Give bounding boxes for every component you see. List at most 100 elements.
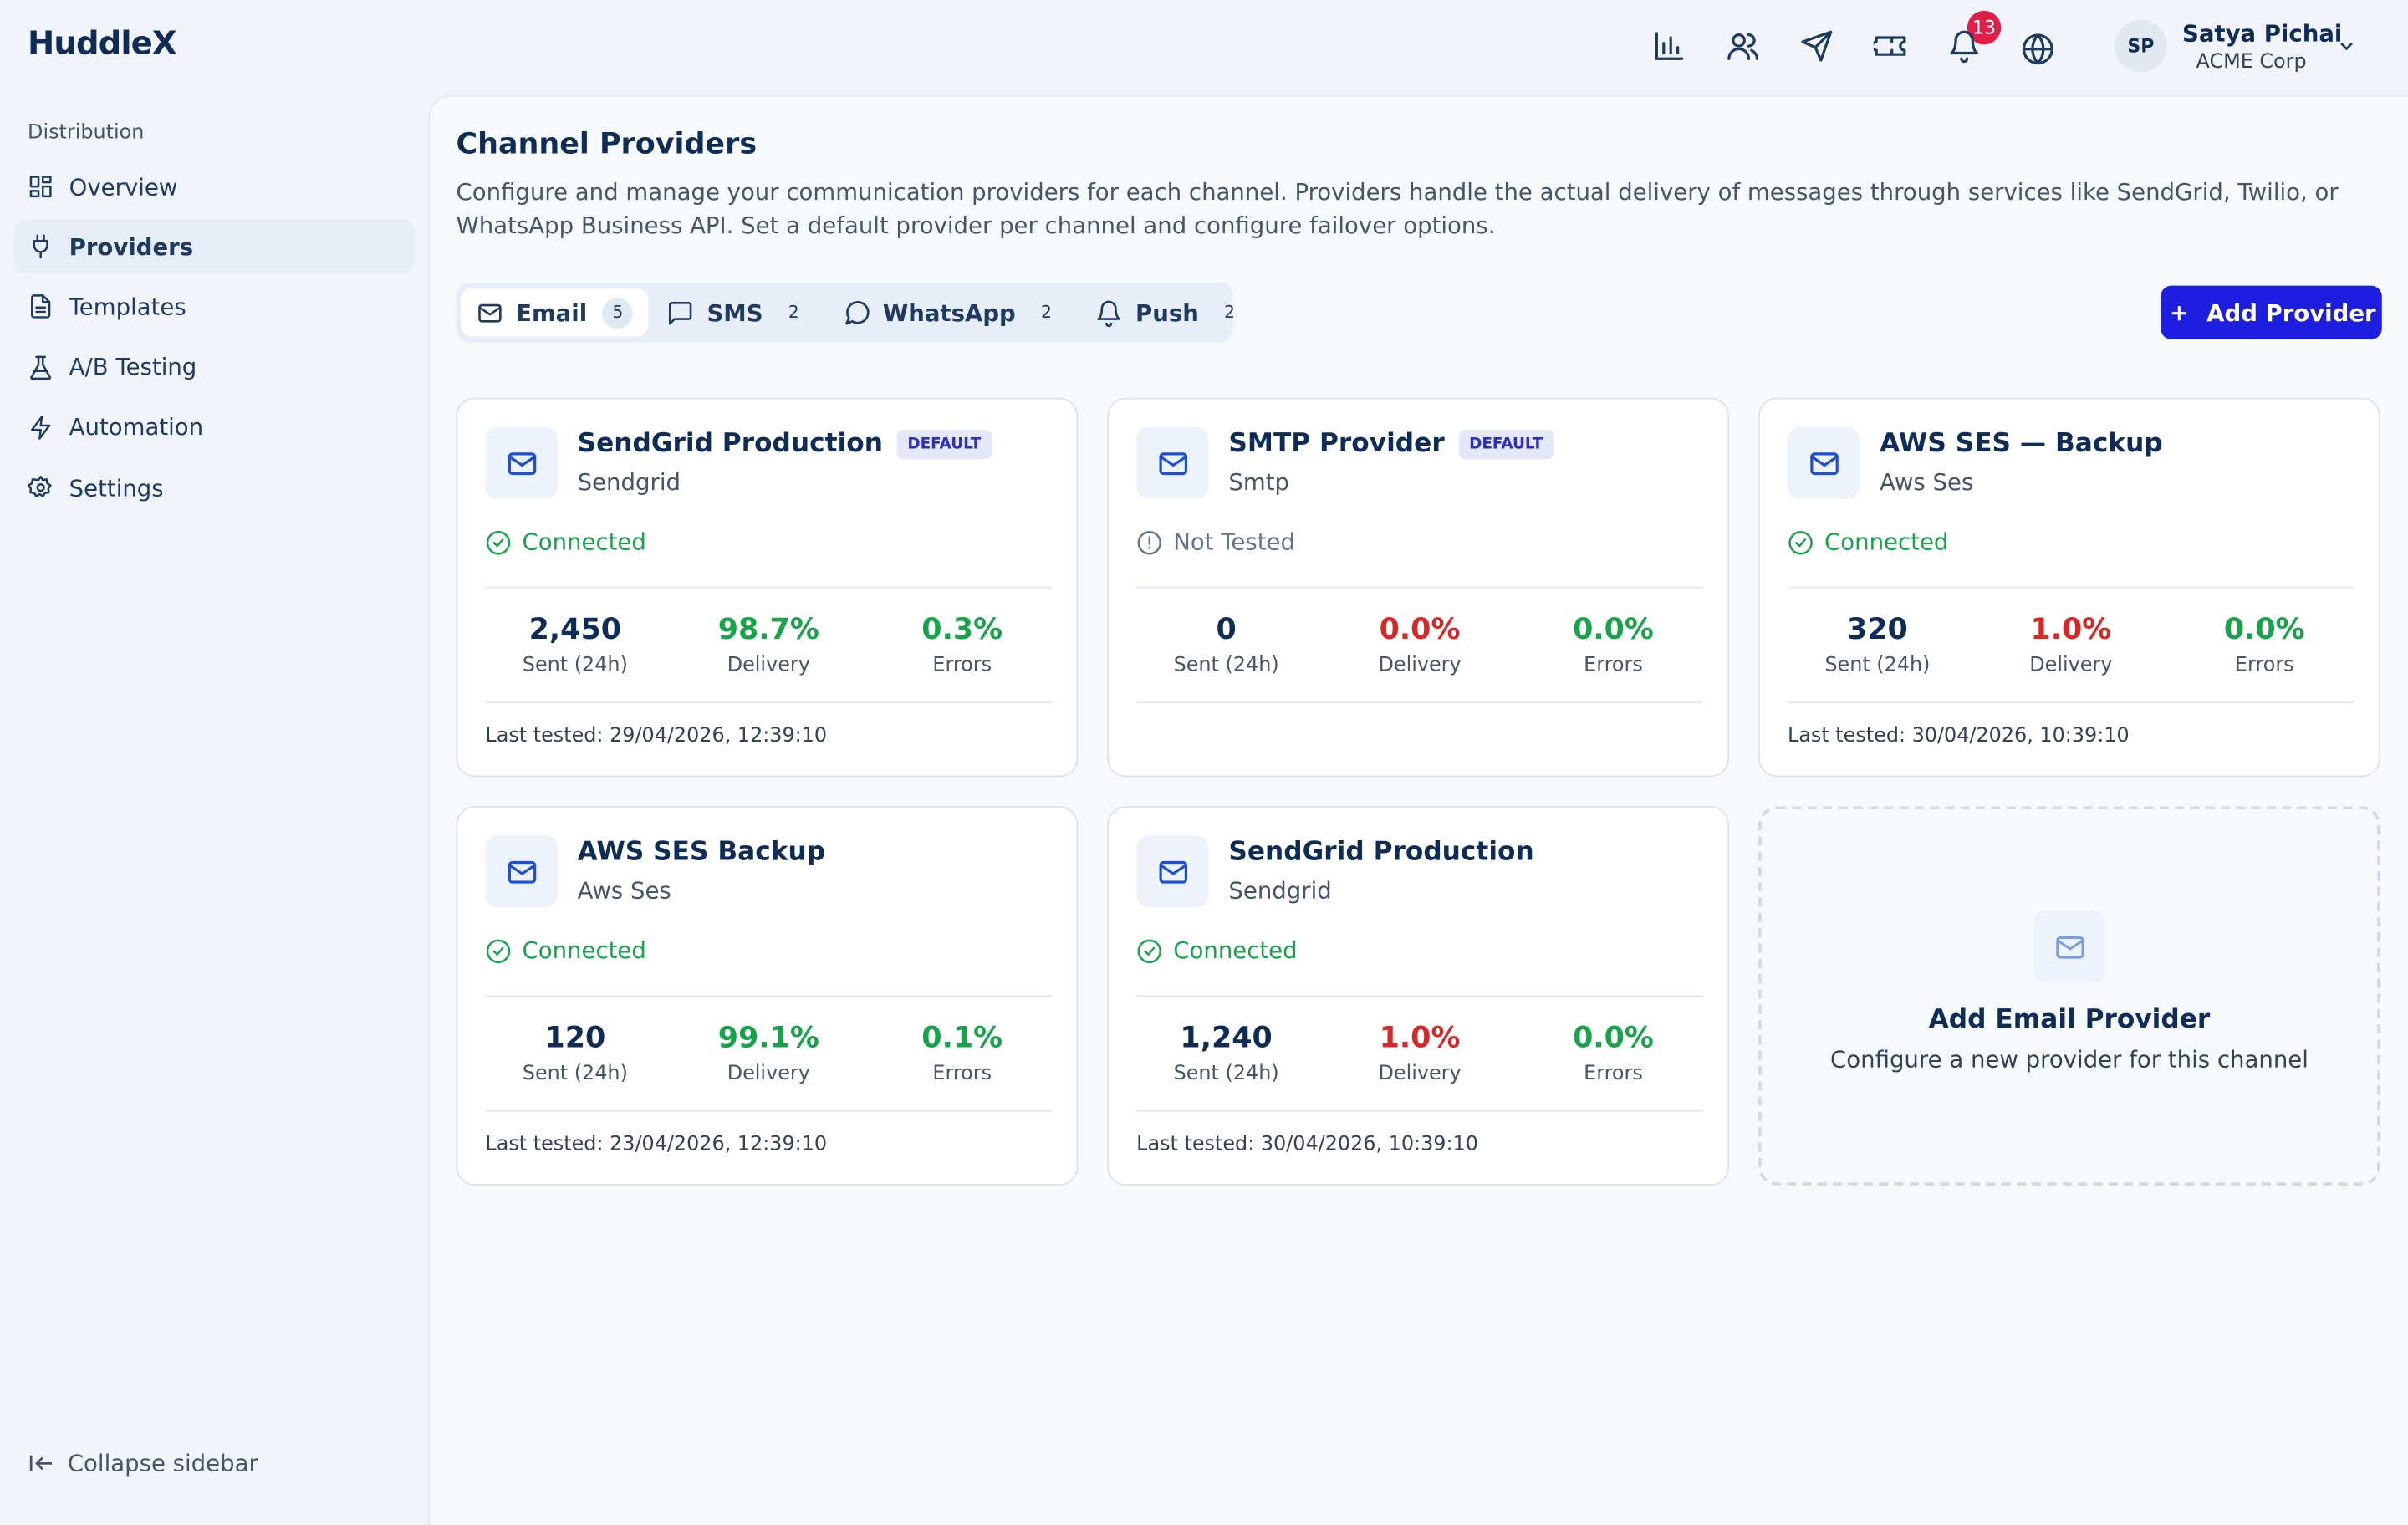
nav-label: Templates (69, 293, 186, 321)
last-tested: Last tested: 30/04/2026, 10:39:10 (1136, 1133, 1478, 1157)
divider (1136, 701, 1703, 704)
provider-kind: Aws Ses (1880, 468, 1974, 497)
header-icon (1655, 32, 1684, 60)
stat: 1,240 Sent (24h) (1132, 1021, 1321, 1085)
add-provider-button[interactable]: Add Provider (2161, 285, 2382, 339)
add-provider-label: Add Provider (2206, 298, 2376, 327)
provider-name-row: SendGrid Production DEFAULT (578, 428, 992, 459)
status-icon (1788, 530, 1813, 554)
channel-tab[interactable]: Push 2 (1080, 288, 1260, 336)
tab-count: 2 (1041, 302, 1052, 323)
stat: 99.1% Delivery (674, 1021, 863, 1085)
provider-card[interactable]: SendGrid Production DEFAULT Sendgrid Connec… (456, 397, 1079, 778)
status-icon (1137, 530, 1162, 554)
nav-icon (31, 294, 51, 319)
stat: 1.0% Delivery (1325, 1021, 1514, 1085)
provider-card[interactable]: SMTP Provider DEFAULT Smtp Not Tested 0 Sent … (1107, 397, 1730, 778)
provider-icon (485, 426, 558, 499)
plus-icon (2171, 305, 2186, 320)
nav-icon (29, 176, 52, 198)
stat: 0.0% Errors (1519, 613, 1708, 677)
stat-label: Sent (24h) (1824, 654, 1931, 677)
stat-value: 0.3% (921, 612, 1003, 647)
brand[interactable]: HuddleX (28, 24, 177, 62)
add-card-title: Add Email Provider (1928, 1004, 2211, 1035)
stat-value: 0.1% (921, 1021, 1003, 1055)
user-menu-chevron[interactable] (2336, 35, 2358, 57)
provider-name-row: SMTP Provider DEFAULT (1228, 428, 1553, 459)
provider-card[interactable]: AWS SES Backup Aws Ses Connected 120 Sent (2… (456, 806, 1079, 1186)
nav-icon (28, 475, 52, 497)
header-icon-button[interactable] (2021, 29, 2054, 72)
provider-icon (1136, 835, 1209, 908)
stat: 1.0% Delivery (1977, 613, 2166, 677)
header-icon (2022, 33, 2053, 65)
tab-icon (669, 301, 692, 324)
nav-item[interactable]: Overview (14, 160, 415, 213)
status-icon (1137, 938, 1162, 963)
stat-label: Errors (932, 654, 992, 677)
provider-status: Not Tested (1136, 528, 1295, 556)
header-icon-button[interactable] (1947, 29, 1981, 69)
nav-item[interactable]: Providers (13, 219, 415, 274)
provider-name-row: AWS SES Backup (578, 837, 825, 868)
provider-kind: Aws Ses (577, 876, 671, 905)
header-icon-button[interactable] (1726, 29, 1759, 69)
stat: 0.0% Errors (1519, 1021, 1708, 1085)
nav-item[interactable]: A/B Testing (14, 340, 415, 394)
mail-icon (1158, 451, 1187, 475)
user-name[interactable]: Satya Pichai (2181, 19, 2343, 48)
tab-icon (478, 303, 502, 322)
stat-value: 1,240 (1180, 1021, 1273, 1055)
last-tested: Last tested: 30/04/2026, 10:39:10 (1787, 724, 2130, 748)
stat-value: 0.0% (1379, 612, 1461, 647)
tab-label: Email (516, 298, 588, 327)
header-icon (1727, 33, 1759, 60)
stat: 0 Sent (24h) (1132, 613, 1321, 677)
nav-item[interactable]: Automation (14, 400, 415, 454)
nav-label: Providers (69, 232, 194, 261)
stat-label: Delivery (727, 654, 810, 677)
nav-item[interactable]: Templates (14, 280, 415, 334)
sidebar-section: Distribution (28, 121, 145, 145)
channel-tab[interactable]: SMS 2 (651, 288, 824, 336)
collapse-sidebar[interactable]: Collapse sidebar (28, 1450, 258, 1477)
header-icon-button[interactable] (1870, 29, 1907, 69)
divider (485, 586, 1053, 589)
stat-label: Sent (24h) (1173, 654, 1279, 677)
provider-name-row: SendGrid Production (1228, 837, 1533, 868)
default-badge: DEFAULT (896, 429, 992, 459)
last-tested: Last tested: 29/04/2026, 12:39:10 (485, 724, 828, 748)
channel-tab[interactable]: WhatsApp 2 (828, 288, 1078, 336)
stat: 0.0% Errors (2170, 613, 2359, 677)
tab-icon (844, 300, 870, 324)
stat-label: Sent (24h) (522, 1063, 628, 1086)
tab-icon (1098, 299, 1121, 327)
nav-label: A/B Testing (69, 353, 197, 381)
status-label: Connected (522, 528, 646, 556)
stat-value: 0 (1216, 612, 1237, 647)
header-icon-button[interactable] (1652, 29, 1686, 69)
provider-kind: Sendgrid (1228, 876, 1332, 905)
stat-value: 98.7% (717, 612, 819, 647)
add-provider-card[interactable]: Add Email Provider Configure a new provi… (1758, 806, 2380, 1186)
stat: 0.0% Delivery (1325, 613, 1514, 677)
channel-tab[interactable]: Email 5 (461, 288, 649, 337)
avatar[interactable]: SP (2115, 19, 2167, 73)
provider-card[interactable]: SendGrid Production Sendgrid Connected 1,24… (1107, 806, 1730, 1186)
divider (1136, 1109, 1703, 1112)
nav-icon (30, 354, 52, 380)
nav-item[interactable]: Settings (14, 461, 415, 514)
stat-label: Delivery (1378, 1063, 1462, 1086)
header-icon-button[interactable] (1800, 29, 1834, 69)
mail-icon (1809, 451, 1838, 475)
stat-value: 0.0% (2223, 612, 2305, 647)
stat-label: Delivery (1378, 654, 1462, 677)
provider-name: SendGrid Production (1228, 837, 1534, 868)
divider (485, 1109, 1053, 1112)
tab-label: Push (1135, 298, 1199, 327)
provider-card[interactable]: AWS SES — Backup Aws Ses Connected 320 Sent … (1758, 397, 2380, 778)
stat-label: Errors (932, 1063, 992, 1086)
collapse-label: Collapse sidebar (67, 1449, 258, 1477)
